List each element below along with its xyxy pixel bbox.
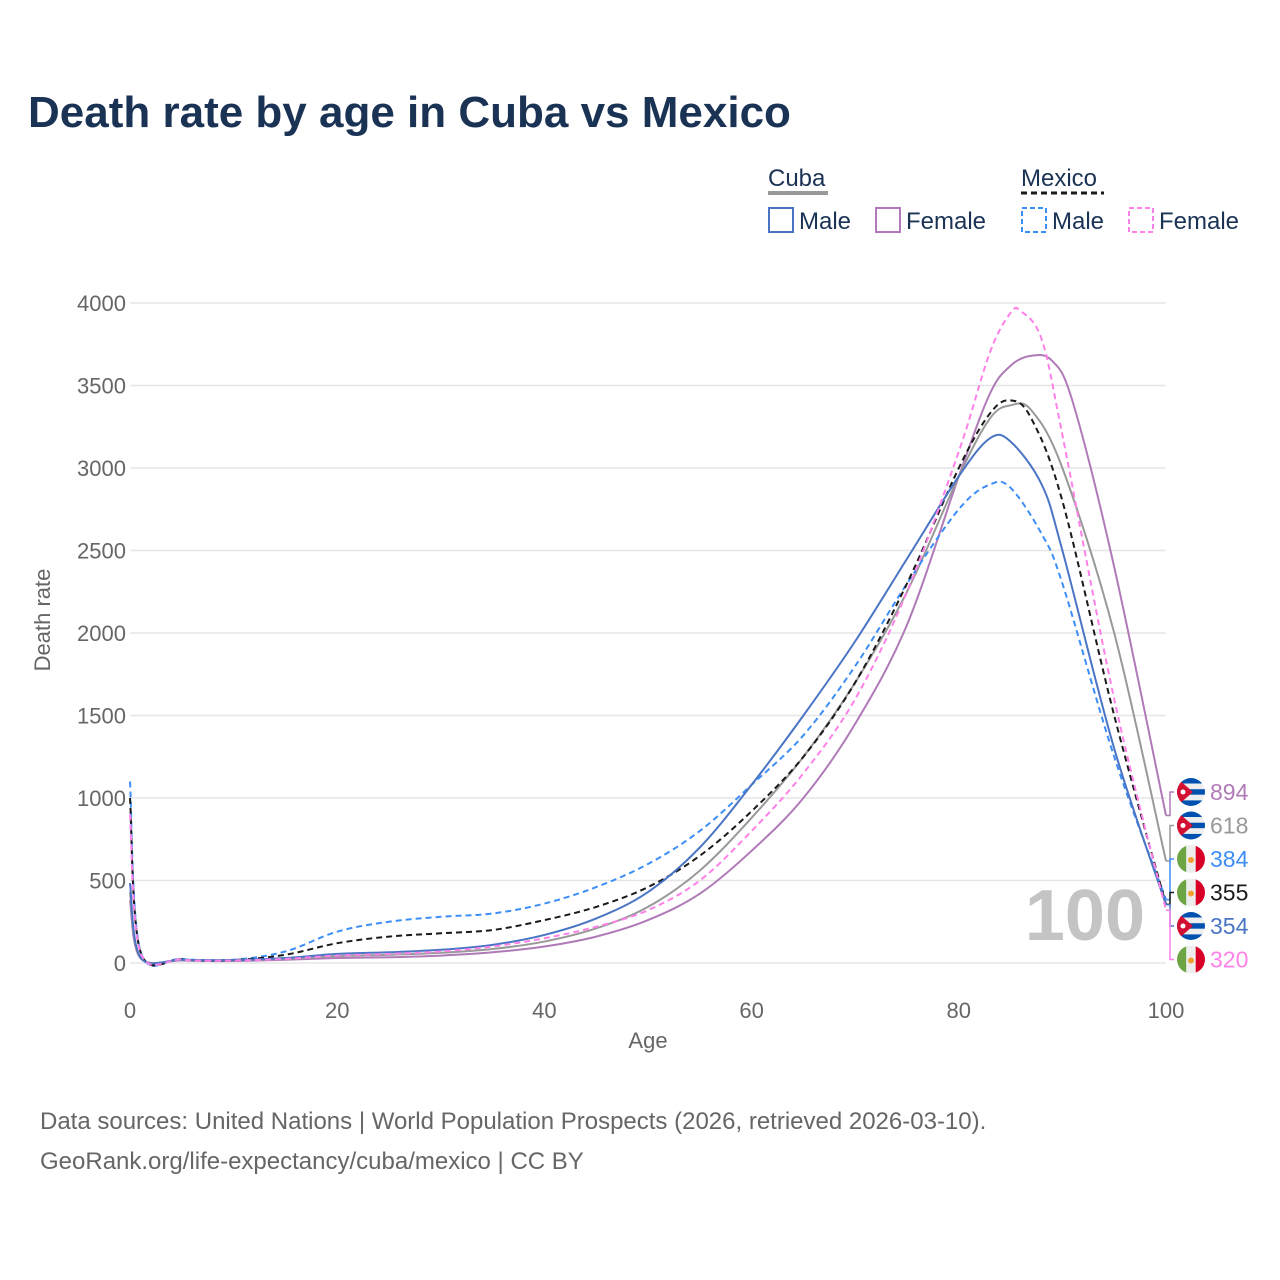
mexico-flag-icon	[1177, 878, 1205, 907]
end-value-label: 384	[1210, 846, 1249, 872]
end-value-label: 354	[1210, 913, 1249, 939]
label-connector	[1166, 891, 1174, 906]
y-tick-label: 2500	[77, 539, 126, 564]
label-connector	[1166, 858, 1174, 901]
x-tick-label: 20	[325, 998, 349, 1023]
legend-swatch-mexico-female	[1128, 207, 1154, 233]
legend-label-mexico-male: Male	[1052, 208, 1104, 235]
x-tick-label: 80	[947, 998, 971, 1023]
footer-source: Data sources: United Nations | World Pop…	[40, 1108, 987, 1135]
x-tick-label: 60	[739, 998, 763, 1023]
end-value-label: 894	[1210, 779, 1249, 805]
cuba-flag-icon	[1177, 778, 1205, 806]
y-tick-label: 1500	[77, 704, 126, 729]
legend-group-mexico: Mexico	[1021, 165, 1097, 192]
legend-label-mexico-female: Female	[1159, 208, 1239, 235]
label-connector	[1166, 791, 1174, 817]
mexico-flag-icon	[1177, 845, 1205, 873]
series-line-cuba-female	[129, 353, 1167, 965]
legend-label-cuba-female: Female	[906, 208, 986, 235]
legend-group-cuba: Cuba	[768, 165, 826, 192]
mexico-flag-icon	[1177, 945, 1205, 974]
x-tick-label: 0	[124, 998, 136, 1023]
y-tick-label: 500	[89, 869, 126, 894]
x-tick-label: 40	[532, 998, 556, 1023]
footer-link[interactable]: GeoRank.org/life-expectancy/cuba/mexico …	[40, 1148, 584, 1175]
y-tick-label: 3500	[77, 374, 126, 399]
legend-swatch-cuba-female	[875, 207, 901, 233]
y-axis-label: Death rate	[30, 569, 55, 672]
legend-swatch-mexico-male	[1021, 207, 1047, 233]
y-tick-label: 0	[114, 951, 126, 976]
label-connector	[1166, 909, 1174, 961]
y-tick-label: 1000	[77, 786, 126, 811]
cuba-flag-icon	[1177, 811, 1205, 840]
year-watermark: 100	[1025, 876, 1145, 956]
x-tick-label: 100	[1148, 998, 1185, 1023]
end-value-label: 618	[1210, 813, 1248, 839]
label-connector	[1166, 824, 1174, 862]
series-line-cuba-male	[129, 433, 1167, 965]
y-tick-label: 4000	[77, 291, 126, 316]
series-line-mexico-male	[129, 480, 1167, 967]
series-line-mexico	[129, 399, 1167, 967]
end-value-label: 320	[1210, 947, 1248, 973]
y-tick-label: 3000	[77, 456, 126, 481]
x-axis-label: Age	[628, 1028, 667, 1053]
cuba-flag-icon	[1177, 912, 1205, 940]
chart-title: Death rate by age in Cuba vs Mexico	[28, 88, 791, 137]
end-value-label: 355	[1210, 880, 1248, 906]
legend-swatch-cuba-male	[768, 207, 794, 233]
series-line-mexico-female	[129, 306, 1167, 966]
legend-label-cuba-male: Male	[799, 208, 851, 235]
y-tick-label: 2000	[77, 621, 126, 646]
